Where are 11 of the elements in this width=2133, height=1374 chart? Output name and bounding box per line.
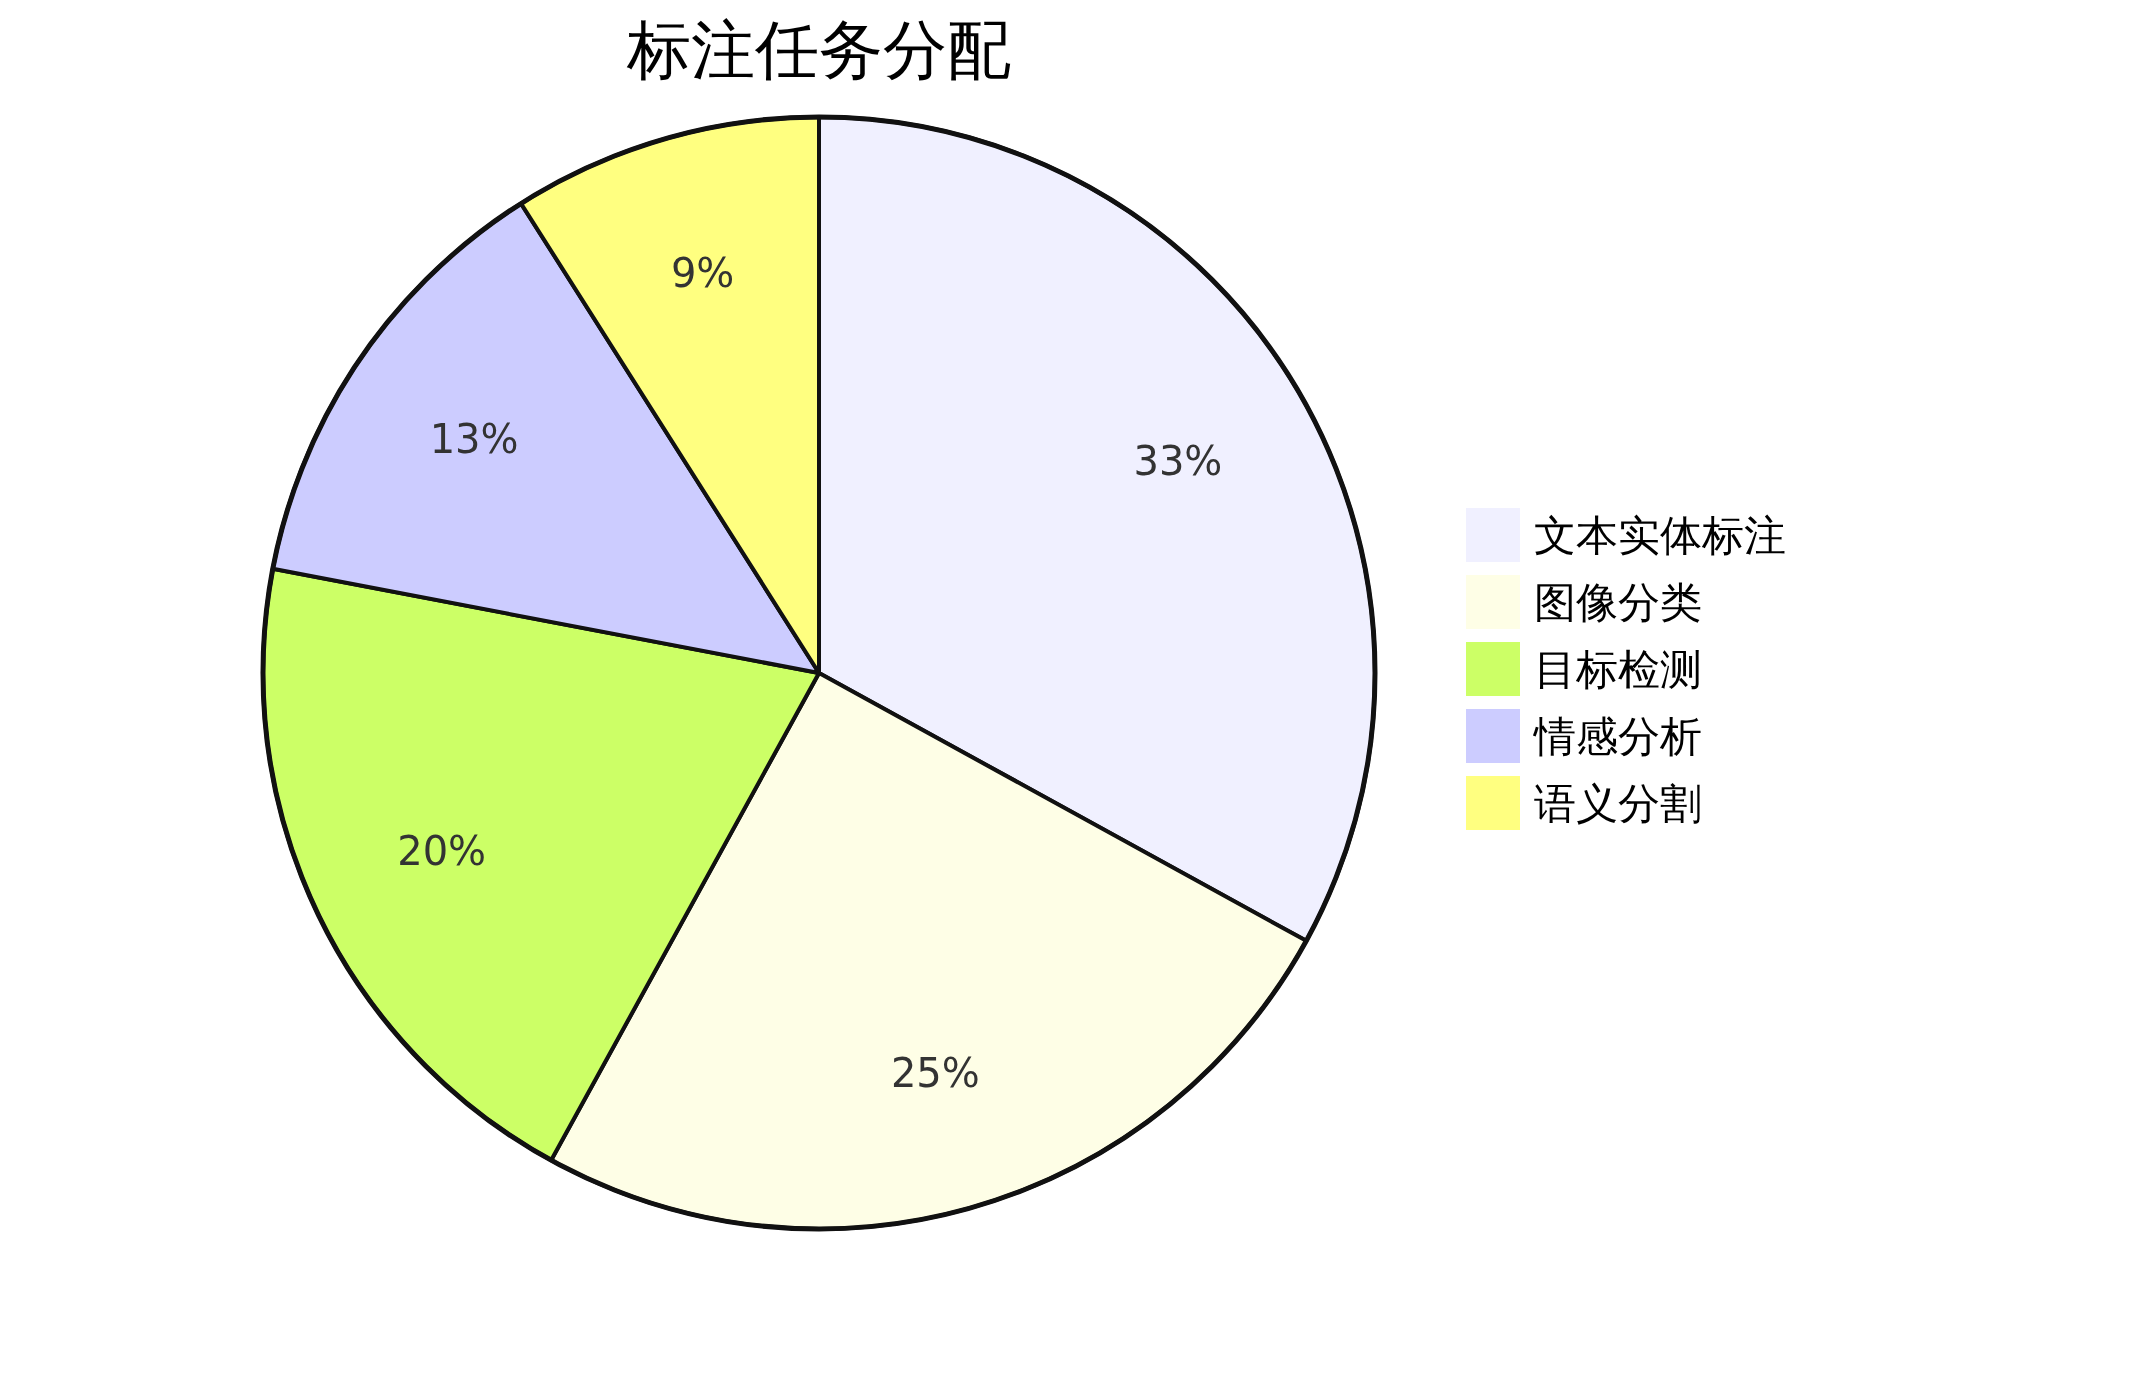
data-label: 9% bbox=[670, 249, 735, 296]
data-label: 25% bbox=[890, 1050, 980, 1097]
legend-label: 情感分析 bbox=[1532, 712, 1702, 761]
legend-label: 图像分类 bbox=[1534, 578, 1702, 627]
data-label: 33% bbox=[1133, 437, 1223, 484]
data-label: 20% bbox=[397, 827, 487, 874]
chart-title: 标注任务分配 bbox=[626, 13, 1011, 87]
legend-label: 目标检测 bbox=[1534, 645, 1702, 694]
legend-label: 语义分割 bbox=[1534, 779, 1702, 828]
slice-label: 文本实体标注 bbox=[1534, 511, 1786, 560]
data-label: 13% bbox=[429, 415, 519, 462]
